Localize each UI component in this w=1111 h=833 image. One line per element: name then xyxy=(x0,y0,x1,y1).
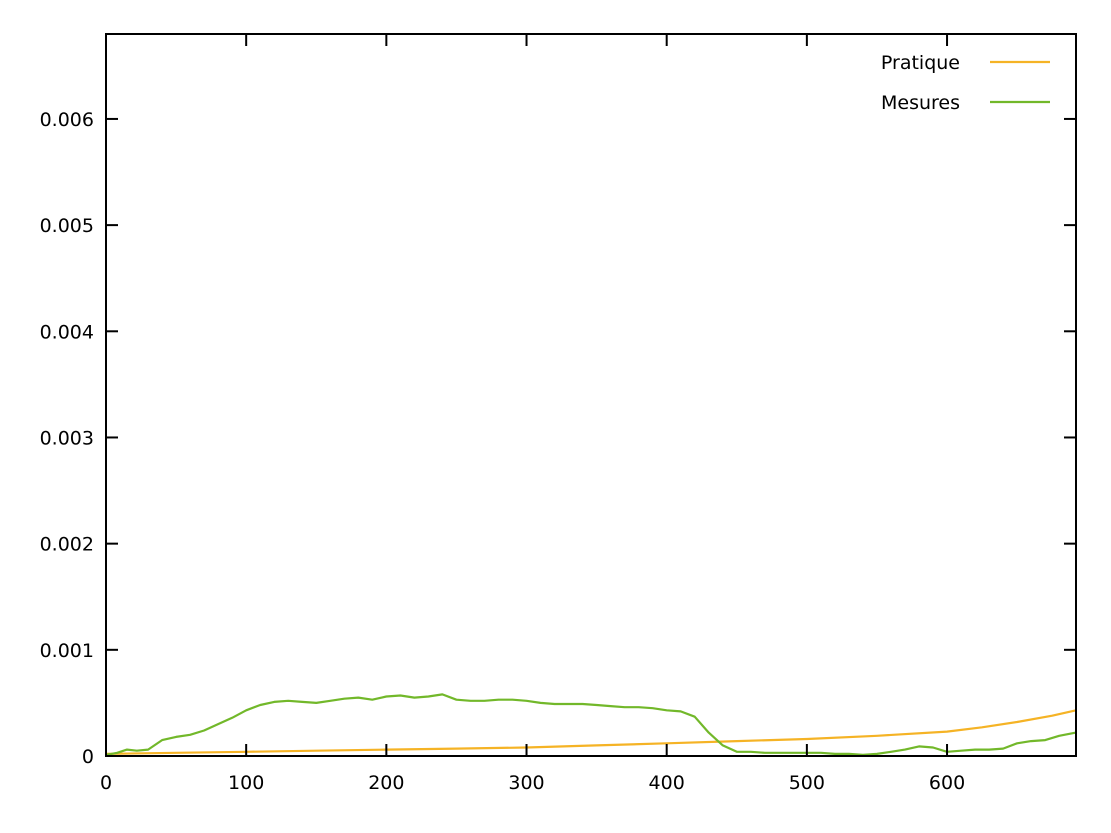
x-tick-label: 100 xyxy=(228,772,264,794)
y-tick-label: 0.002 xyxy=(40,534,94,556)
x-tick-label: 400 xyxy=(649,772,685,794)
series-line-mesures xyxy=(105,693,1077,757)
ticks-layer: 0 100 200 300 400 500 600 0 0.001 0.002 0.003 0.004… xyxy=(40,34,1076,794)
series-layer xyxy=(105,693,1077,757)
x-tick-label: 500 xyxy=(789,772,825,794)
x-tick-label: 0 xyxy=(100,772,112,794)
x-tick-label: 600 xyxy=(929,772,965,794)
plot-frame xyxy=(105,33,1077,757)
y-tick-label: 0.006 xyxy=(40,109,94,131)
y-tick-label: 0.001 xyxy=(40,640,94,662)
y-tick-label: 0 xyxy=(82,746,94,768)
legend-label-pratique: Pratique xyxy=(881,52,960,74)
series-line-pratique xyxy=(105,709,1077,755)
legend-label-mesures: Mesures xyxy=(881,92,960,114)
y-tick-label: 0.005 xyxy=(40,215,94,237)
x-tick-label: 200 xyxy=(368,772,404,794)
y-tick-label: 0.004 xyxy=(40,321,94,343)
legend: Pratique Mesures xyxy=(881,52,1050,114)
y-tick-label: 0.003 xyxy=(40,427,94,449)
x-tick-label: 300 xyxy=(508,772,544,794)
